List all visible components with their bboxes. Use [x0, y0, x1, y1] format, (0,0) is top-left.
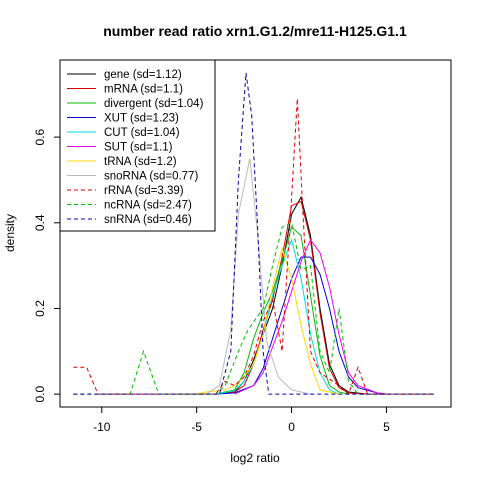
x-tick-label: -5: [191, 420, 202, 434]
legend-label: SUT (sd=1.1): [104, 142, 173, 154]
plot-frame: [59, 59, 452, 408]
chart-title: number read ratio xrn1.G1.2/mre11-H125.G…: [103, 23, 407, 39]
x-tick-label: 5: [383, 420, 390, 434]
series-line-2: [215, 226, 349, 395]
legend-label: divergent (sd=1.04): [104, 98, 204, 110]
y-tick-label: 0.4: [33, 214, 47, 231]
legend-label: snoRNA (sd=0.77): [104, 171, 198, 183]
legend-box: [59, 59, 216, 232]
legend-label: CUT (sd=1.04): [104, 127, 180, 139]
legend-label: ncRNA (sd=2.47): [104, 200, 192, 212]
x-tick-label: 0: [288, 420, 295, 434]
y-axis: 0.0 0.2 0.4 0.6: [33, 128, 60, 402]
x-axis: -10 -5 0 5: [93, 407, 390, 434]
legend: gene (sd=1.12) mRNA (sd=1.1) divergent (sd…: [59, 59, 216, 232]
series-line-10: [73, 72, 434, 395]
x-axis-title: log2 ratio: [230, 451, 280, 465]
series-line-6: [177, 246, 340, 395]
series-line-5: [234, 238, 387, 395]
y-tick-label: 0.0: [33, 385, 47, 402]
series-line-0: [215, 195, 368, 395]
legend-label: XUT (sd=1.23): [104, 113, 179, 125]
y-axis-title: density: [3, 214, 17, 252]
legend-label: tRNA (sd=1.2): [104, 156, 177, 168]
series-line-9: [73, 222, 434, 395]
series-line-1: [215, 200, 368, 395]
series-layer: [73, 72, 434, 395]
legend-label: rRNA (sd=3.39): [104, 185, 184, 197]
legend-label: mRNA (sd=1.1): [104, 84, 183, 96]
legend-items: gene (sd=1.12) mRNA (sd=1.1) divergent (sd…: [67, 69, 204, 226]
legend-label: gene (sd=1.12): [104, 69, 182, 81]
y-tick-label: 0.2: [33, 300, 47, 317]
x-tick-label: -10: [93, 420, 111, 434]
y-tick-label: 0.6: [33, 128, 47, 145]
series-line-7: [205, 158, 311, 395]
legend-label: snRNA (sd=0.46): [104, 214, 192, 226]
